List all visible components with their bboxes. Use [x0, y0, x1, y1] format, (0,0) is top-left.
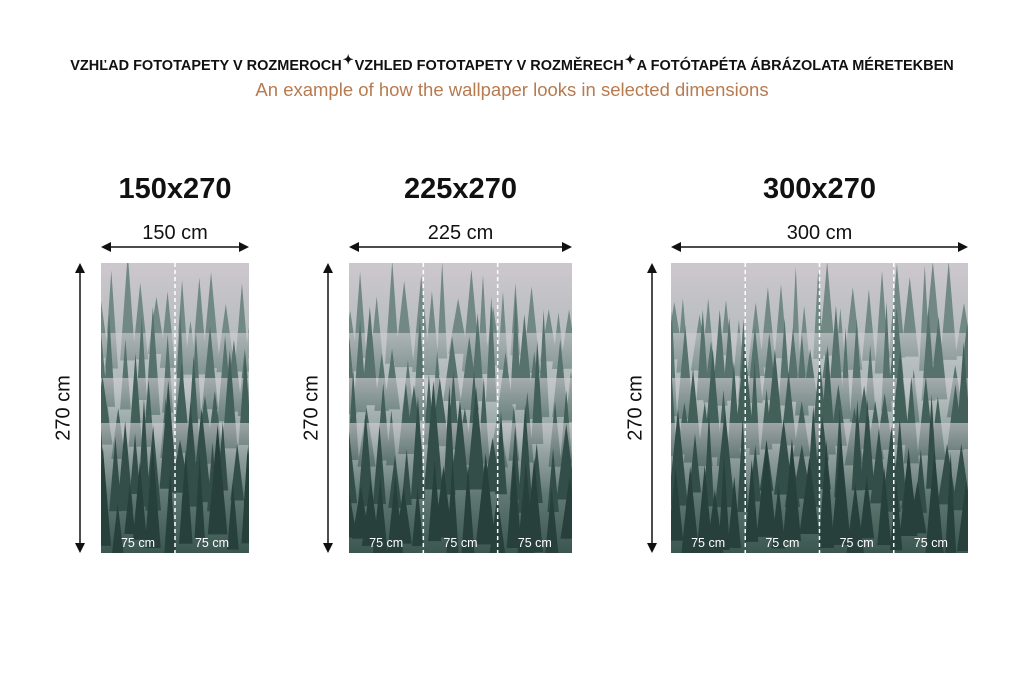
subtitle: An example of how the wallpaper looks in…	[255, 79, 769, 100]
width-label: 225 cm	[427, 222, 494, 244]
wallpaper-preview: 75 cm 75 cm	[101, 263, 249, 553]
sparkle-icon: ✦	[624, 52, 636, 67]
arrowhead-icon	[349, 242, 359, 252]
segment-width-label: 75 cm	[765, 536, 800, 550]
sparkle-icon: ✦	[342, 52, 354, 67]
arrowhead-icon	[647, 543, 657, 553]
arrowhead-icon	[671, 242, 681, 252]
segment-width-label: 75 cm	[839, 536, 874, 550]
forest-image	[101, 263, 249, 553]
size-title: 300x270	[763, 173, 876, 205]
segment-width-label: 75 cm	[913, 536, 948, 550]
header-titles: VZHĽAD FOTOTAPETY V ROZMEROCH✦VZHLED FOT…	[0, 52, 1024, 74]
segment-width-label: 75 cm	[369, 536, 404, 550]
arrowhead-icon	[239, 242, 249, 252]
arrowhead-icon	[323, 263, 333, 273]
arrowhead-icon	[647, 263, 657, 273]
segment-width-label: 75 cm	[194, 536, 230, 550]
segment-width-label: 75 cm	[443, 536, 478, 550]
size-title: 150x270	[118, 173, 232, 205]
title-hu: A FOTÓTAPÉTA ÁBRÁZOLATA MÉRETEKBEN	[636, 58, 954, 74]
segment-width-label: 75 cm	[120, 536, 156, 550]
width-label: 150 cm	[142, 222, 208, 244]
width-label: 300 cm	[786, 222, 853, 244]
title-cz: VZHLED FOTOTAPETY V ROZMĚRECH	[354, 58, 624, 74]
wallpaper-preview: 75 cm 75 cm 75 cm 75 cm	[671, 263, 968, 553]
title-sk: VZHĽAD FOTOTAPETY V ROZMEROCH	[70, 58, 342, 74]
forest-image	[349, 263, 572, 553]
size-title: 225x270	[404, 173, 517, 205]
arrowhead-icon	[101, 242, 111, 252]
arrowhead-icon	[323, 543, 333, 553]
wallpaper-preview: 75 cm 75 cm 75 cm	[349, 263, 572, 553]
forest-image	[671, 263, 968, 553]
arrowhead-icon	[562, 242, 572, 252]
segment-width-label: 75 cm	[691, 536, 726, 550]
segment-width-label: 75 cm	[517, 536, 552, 550]
arrowhead-icon	[958, 242, 968, 252]
arrowhead-icon	[75, 543, 85, 553]
arrowhead-icon	[75, 263, 85, 273]
